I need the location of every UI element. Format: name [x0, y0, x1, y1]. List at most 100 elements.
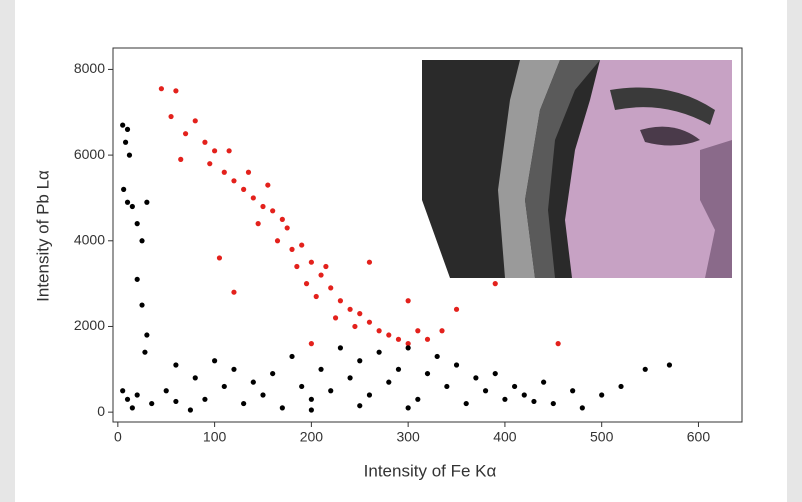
x-tick-label: 400: [493, 429, 517, 445]
inset-eye: [640, 126, 700, 146]
point: [666, 362, 673, 368]
inset-image: [422, 60, 732, 278]
point: [299, 242, 305, 248]
point: [187, 407, 194, 413]
point: [308, 407, 314, 413]
point: [482, 388, 489, 394]
point: [453, 362, 460, 368]
point: [318, 366, 324, 372]
point: [521, 392, 527, 398]
point: [308, 259, 314, 265]
x-axis-title: Intensity of Fe Kα: [364, 461, 497, 480]
inset-veil-shade: [525, 60, 600, 278]
point: [122, 139, 129, 145]
point: [289, 246, 295, 252]
point: [163, 388, 169, 394]
point: [134, 276, 140, 282]
point: [531, 398, 537, 405]
point: [192, 375, 198, 381]
point: [158, 86, 164, 92]
point: [328, 285, 334, 291]
point: [352, 323, 358, 330]
point: [279, 405, 285, 411]
point: [231, 178, 237, 184]
point: [347, 375, 353, 381]
x-tick-label: 300: [396, 429, 420, 445]
point: [299, 383, 305, 390]
point: [366, 259, 373, 265]
x-tick-label: 200: [300, 429, 324, 445]
point: [463, 400, 469, 407]
inset-veil: [498, 60, 560, 278]
x-tick-label: 100: [203, 429, 227, 445]
point: [599, 392, 605, 398]
point: [231, 289, 237, 295]
point: [453, 306, 460, 312]
point: [555, 341, 561, 347]
inset-cheek: [700, 140, 732, 278]
point: [492, 281, 498, 287]
point: [415, 328, 421, 334]
point: [473, 375, 479, 381]
point: [144, 199, 150, 205]
y-tick-label: 2000: [74, 317, 105, 333]
point: [124, 126, 131, 132]
point: [328, 388, 334, 394]
point: [279, 216, 285, 222]
point: [294, 263, 300, 270]
point: [129, 405, 135, 411]
point: [226, 148, 232, 154]
point: [618, 383, 624, 390]
point: [250, 379, 256, 385]
point: [570, 388, 576, 394]
point: [434, 353, 440, 360]
point: [357, 311, 363, 317]
y-tick-label: 4000: [74, 231, 105, 247]
point: [405, 298, 411, 304]
y-tick-label: 0: [97, 403, 105, 419]
point: [120, 388, 126, 394]
point: [303, 281, 310, 287]
point: [386, 332, 392, 338]
point: [424, 370, 431, 377]
point: [376, 349, 382, 355]
point: [270, 208, 276, 214]
point: [313, 293, 319, 300]
point: [142, 349, 148, 355]
point: [212, 148, 218, 154]
point: [395, 366, 402, 372]
point: [221, 383, 227, 390]
point: [120, 122, 126, 128]
point: [439, 328, 445, 334]
point: [347, 306, 353, 312]
point: [274, 238, 281, 244]
point: [221, 169, 227, 175]
point: [250, 195, 256, 201]
point: [424, 336, 431, 342]
point: [139, 238, 145, 244]
point: [216, 255, 223, 261]
y-tick-label: 8000: [74, 60, 105, 76]
point: [308, 396, 314, 402]
y-axis-title: Intensity of Pb Lα: [33, 170, 52, 302]
x-tick-label: 600: [687, 429, 711, 445]
inset-corner: [422, 200, 450, 278]
point: [134, 392, 140, 398]
point: [386, 379, 392, 385]
point: [415, 396, 421, 402]
y-tick-label: 6000: [74, 146, 105, 162]
inset-brow: [610, 87, 715, 125]
point: [579, 405, 585, 411]
point: [395, 336, 402, 342]
point: [231, 366, 237, 372]
point: [149, 400, 155, 407]
point: [173, 398, 179, 405]
point: [541, 379, 547, 385]
point: [270, 370, 276, 377]
point: [550, 400, 556, 407]
point: [308, 341, 314, 347]
point: [241, 186, 247, 192]
point: [284, 225, 290, 231]
point: [173, 362, 179, 368]
point: [241, 400, 247, 407]
